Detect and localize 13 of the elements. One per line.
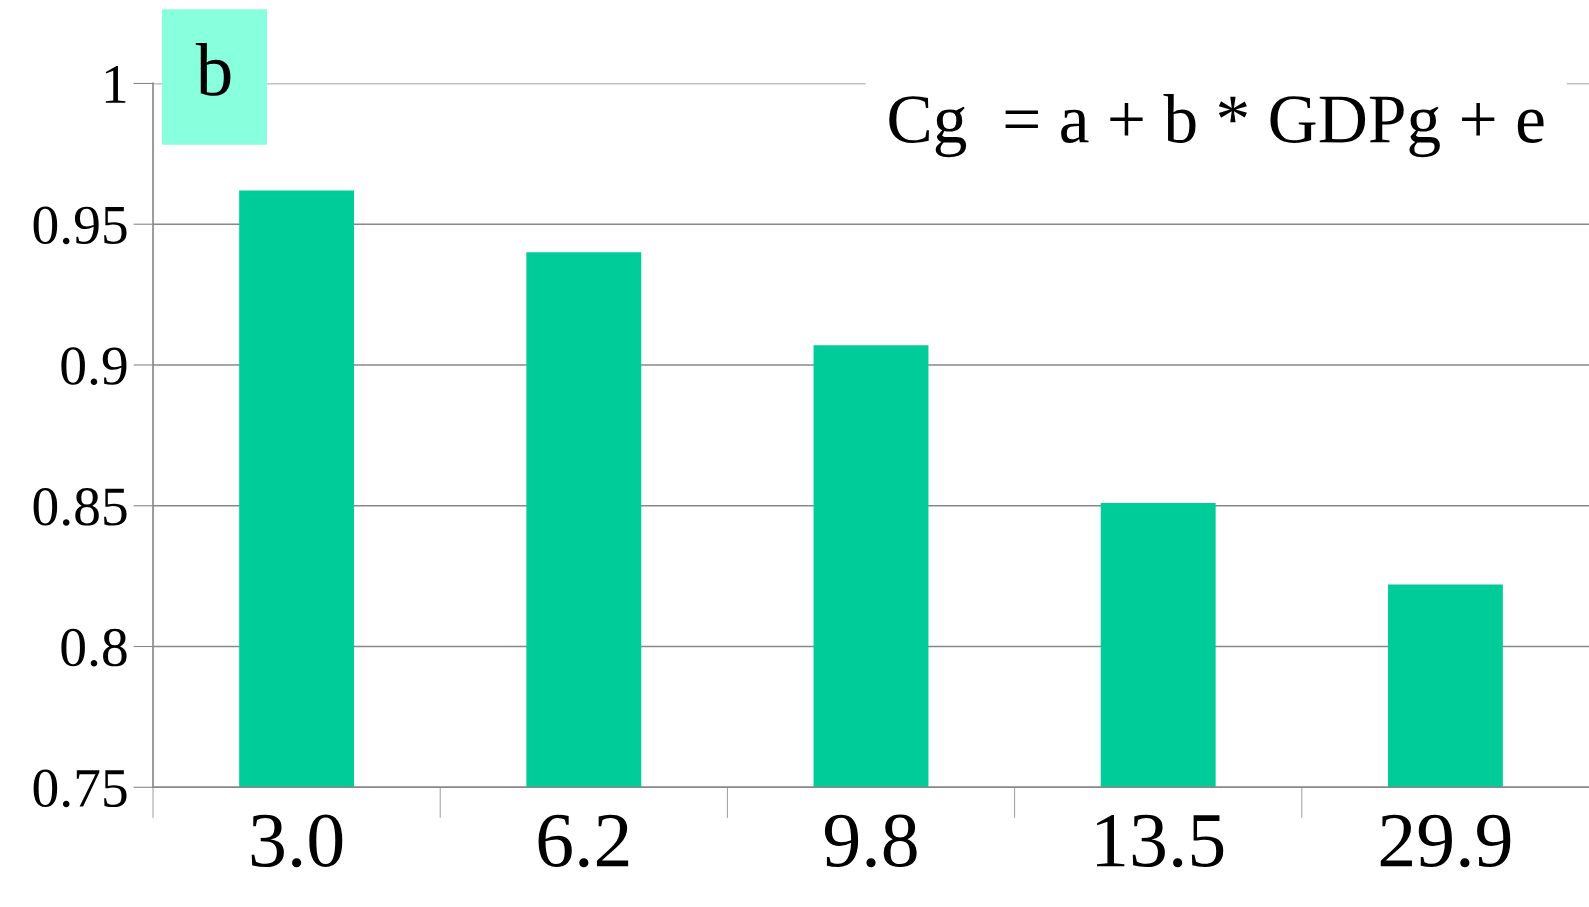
y-tick-label: 0.75 [33, 769, 127, 808]
annotation: Cg = a + b * GDPg + e [889, 94, 1544, 158]
x-tick-label: 6.2 [538, 814, 629, 868]
y-tick-label: 0.85 [33, 488, 127, 526]
x-tick-label: 29.9 [1380, 814, 1511, 868]
annotation: b [195, 43, 231, 96]
y-tick-label: 0.9 [61, 347, 127, 386]
y-tick-label: 0.95 [33, 206, 127, 245]
x-tick-label: 3.0 [251, 814, 343, 868]
y-tick-label: 0.8 [61, 628, 127, 667]
x-tick-label: 9.8 [824, 814, 917, 868]
x-tick-label: 13.5 [1096, 814, 1224, 868]
y-tick-label: 1 [105, 66, 126, 103]
